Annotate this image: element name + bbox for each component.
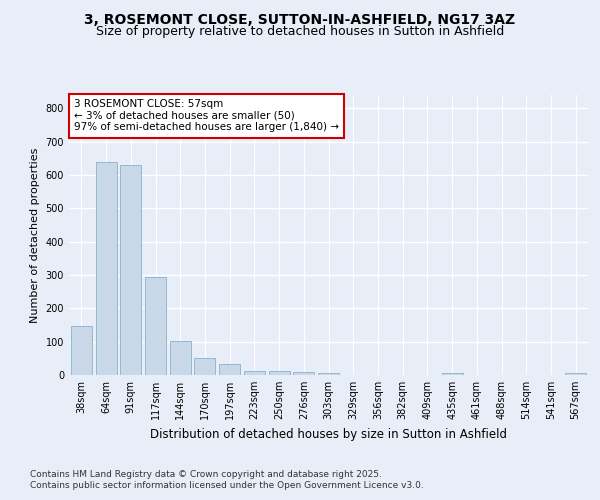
Bar xyxy=(244,371,265,375)
Bar xyxy=(170,340,191,375)
Y-axis label: Number of detached properties: Number of detached properties xyxy=(30,148,40,322)
X-axis label: Distribution of detached houses by size in Sutton in Ashfield: Distribution of detached houses by size … xyxy=(150,428,507,440)
Text: Contains HM Land Registry data © Crown copyright and database right 2025.: Contains HM Land Registry data © Crown c… xyxy=(30,470,382,479)
Bar xyxy=(71,326,92,375)
Bar xyxy=(565,374,586,375)
Bar xyxy=(318,374,339,375)
Text: 3 ROSEMONT CLOSE: 57sqm
← 3% of detached houses are smaller (50)
97% of semi-det: 3 ROSEMONT CLOSE: 57sqm ← 3% of detached… xyxy=(74,99,339,132)
Bar xyxy=(293,372,314,375)
Bar xyxy=(269,371,290,375)
Bar xyxy=(219,364,240,375)
Bar xyxy=(145,278,166,375)
Bar xyxy=(442,374,463,375)
Text: Contains public sector information licensed under the Open Government Licence v3: Contains public sector information licen… xyxy=(30,481,424,490)
Bar xyxy=(194,358,215,375)
Text: Size of property relative to detached houses in Sutton in Ashfield: Size of property relative to detached ho… xyxy=(96,25,504,38)
Text: 3, ROSEMONT CLOSE, SUTTON-IN-ASHFIELD, NG17 3AZ: 3, ROSEMONT CLOSE, SUTTON-IN-ASHFIELD, N… xyxy=(85,12,515,26)
Bar xyxy=(95,162,116,375)
Bar xyxy=(120,165,141,375)
